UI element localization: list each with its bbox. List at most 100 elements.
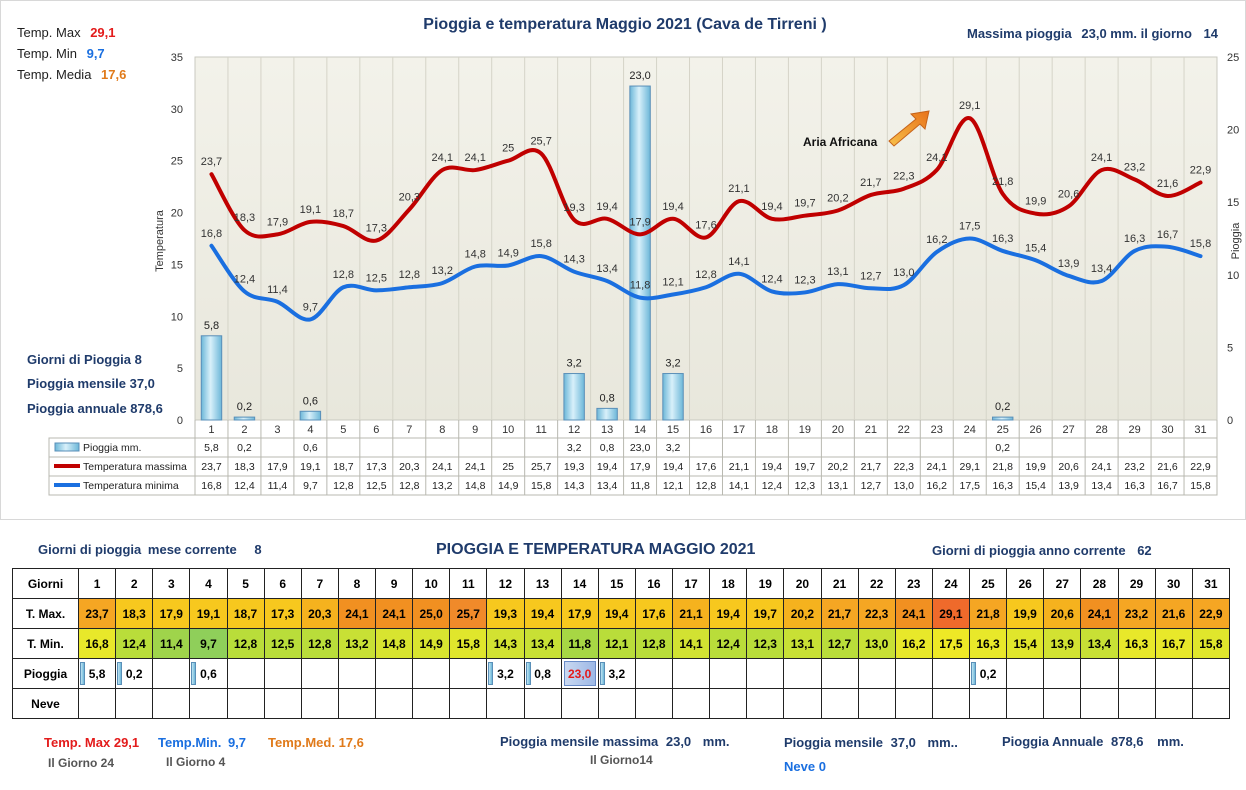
tmin-row-cell: 12,7 (820, 628, 859, 659)
data-table-cell: 23,0 (630, 442, 651, 454)
rain-bar (299, 410, 322, 421)
x-tick-label: 20 (832, 424, 844, 436)
snow-row-cell (1043, 688, 1082, 719)
chart-panel: 5,8 0,2 0,6 3,2 0,8 23,0 3,2 0,2 23,7 18,3 17,9 19,… (0, 0, 1246, 520)
x-tick-label: 12 (568, 424, 580, 436)
rain-indicator (971, 662, 976, 685)
rain-value: 0,2 (979, 666, 997, 681)
snow-row-cell (746, 688, 785, 719)
tmax-row-cell: 20,6 (1043, 598, 1082, 629)
data-table-cell: 24,1 (1091, 461, 1112, 473)
data-table-cell: 16,8 (201, 480, 222, 492)
rain-bar-label: 3,2 (566, 358, 581, 370)
data-table-cell: 29,1 (960, 461, 981, 473)
footer-max-rain-day: Il Giorno14 (590, 753, 653, 767)
rain-row-cell (412, 658, 451, 689)
tmin-row-cell: 11,8 (560, 628, 599, 659)
chart-data-table: Pioggia mm. Temperatura massima Temperatur… (48, 420, 1218, 496)
data-table-cell: 16,7 (1157, 480, 1178, 492)
data-labels: 5,8 0,2 0,6 3,2 0,8 23,0 3,2 0,2 23,7 18,3 17,9 19,… (201, 70, 1211, 413)
rain-row-cell (1080, 658, 1119, 689)
tmin-point-label: 12,4 (234, 273, 255, 285)
snow-row-cell (449, 688, 488, 719)
data-table-cell: 20,2 (828, 461, 849, 473)
rain-row: Pioggia 5,8 0,2 0,6 3,2 0,8 23,0 3,2 0,2 (12, 658, 1231, 689)
data-table-cell: 18,3 (234, 461, 255, 473)
legend-label: Temperatura massima (83, 461, 187, 473)
days-row-cell: 14 (560, 568, 599, 599)
legend-label: Temperatura minima (83, 480, 179, 492)
data-table-cell: 12,4 (762, 480, 783, 492)
days-row-cell: 10 (412, 568, 451, 599)
tmax-row-cell: 21,1 (671, 598, 711, 629)
rain-row-cell (634, 658, 674, 689)
footer-tmin-label: Temp.Min. (158, 735, 222, 750)
stat-tmax: Temp. Max 29,1 (17, 25, 116, 40)
tmin-point-label: 11,8 (630, 280, 651, 292)
footer-tmax-value: 29,1 (113, 735, 140, 750)
rain-days-stat: Giorni di Pioggia 8 (27, 352, 142, 367)
rain-row-cell (1043, 658, 1082, 689)
tmin-row-cell: 12,8 (634, 628, 674, 659)
days-row-cell: 26 (1006, 568, 1045, 599)
tmax-row-cell: 18,3 (115, 598, 154, 629)
days-row-cell: 23 (894, 568, 933, 599)
tmax-point-label: 23,7 (201, 156, 222, 168)
tmin-row-label: T. Min. (12, 628, 79, 659)
tmin-row-cell: 13,9 (1043, 628, 1082, 659)
bottom-year-rain-days: Giorni di pioggia anno corrente 62 (932, 543, 1152, 558)
monthly-rain-stat: Pioggia mensile 37,0 (27, 376, 155, 391)
tmax-row-cell: 17,6 (634, 598, 674, 629)
snow-row-cell (597, 688, 636, 719)
days-row-cell: 6 (263, 568, 302, 599)
data-table-cell: 21,8 (992, 461, 1013, 473)
footer-max-rain-label: Pioggia mensile massima (500, 734, 659, 749)
stat-tmed-value: 17,6 (101, 67, 127, 82)
rain-row-cell (746, 658, 785, 689)
data-table-cell: 0,8 (600, 442, 615, 454)
data-table-cell: 16,3 (992, 480, 1013, 492)
tmax-row-cell: 17,9 (152, 598, 191, 629)
tmin-row-cell: 12,4 (115, 628, 154, 659)
tmax-point-label: 19,4 (596, 201, 617, 213)
tmax-row-cell: 23,2 (1117, 598, 1156, 629)
tmin-row-cell: 13,4 (1080, 628, 1119, 659)
data-table-cell: 23,7 (201, 461, 222, 473)
tmax-row-cell: 19,9 (1006, 598, 1045, 629)
rain-bar (991, 416, 1014, 421)
tmin-row-cell: 9,7 (189, 628, 228, 659)
snow-row-cell (968, 688, 1008, 719)
data-table-cell: 14,9 (498, 480, 519, 492)
footer-annual-unit: mm. (1157, 734, 1184, 749)
tmin-point-label: 15,8 (530, 238, 551, 250)
rain-row-cell (226, 658, 265, 689)
snow-row-cell (1191, 688, 1231, 719)
footer-tmed-label: Temp.Med. (268, 735, 335, 750)
tmax-point-label: 19,7 (794, 198, 815, 210)
tmin-row-cell: 15,8 (449, 628, 488, 659)
tmin-point-label: 13,1 (827, 266, 848, 278)
y-axis-label: Temperatura (154, 209, 166, 272)
tmin-point-label: 12,4 (761, 273, 782, 285)
tmin-point-label: 16,7 (1157, 229, 1178, 241)
rain-row-cell (931, 658, 971, 689)
rain-bars (200, 85, 1014, 421)
stat-tmin-label: Temp. Min (17, 46, 77, 61)
tmax-row-cell: 19,7 (746, 598, 785, 629)
rain-indicator (599, 662, 605, 685)
rain-bar-label: 3,2 (665, 358, 680, 370)
rain-row-cell (300, 658, 339, 689)
data-table-cell: 25,7 (531, 461, 552, 473)
days-row-cell: 11 (449, 568, 488, 599)
data-table-cell: 12,4 (234, 480, 255, 492)
snow-row-cell (337, 688, 377, 719)
tmin-row-cell: 12,3 (746, 628, 785, 659)
tmax-row-cell: 19,4 (597, 598, 636, 629)
x-tick-label: 16 (700, 424, 712, 436)
tmin-point-label: 9,7 (303, 301, 318, 313)
days-row-cell: 4 (189, 568, 228, 599)
tmax-row-cell: 20,3 (300, 598, 339, 629)
tmax-point-label: 17,9 (629, 216, 650, 228)
rain-row-cell (783, 658, 822, 689)
tmin-row-cell: 16,2 (894, 628, 933, 659)
